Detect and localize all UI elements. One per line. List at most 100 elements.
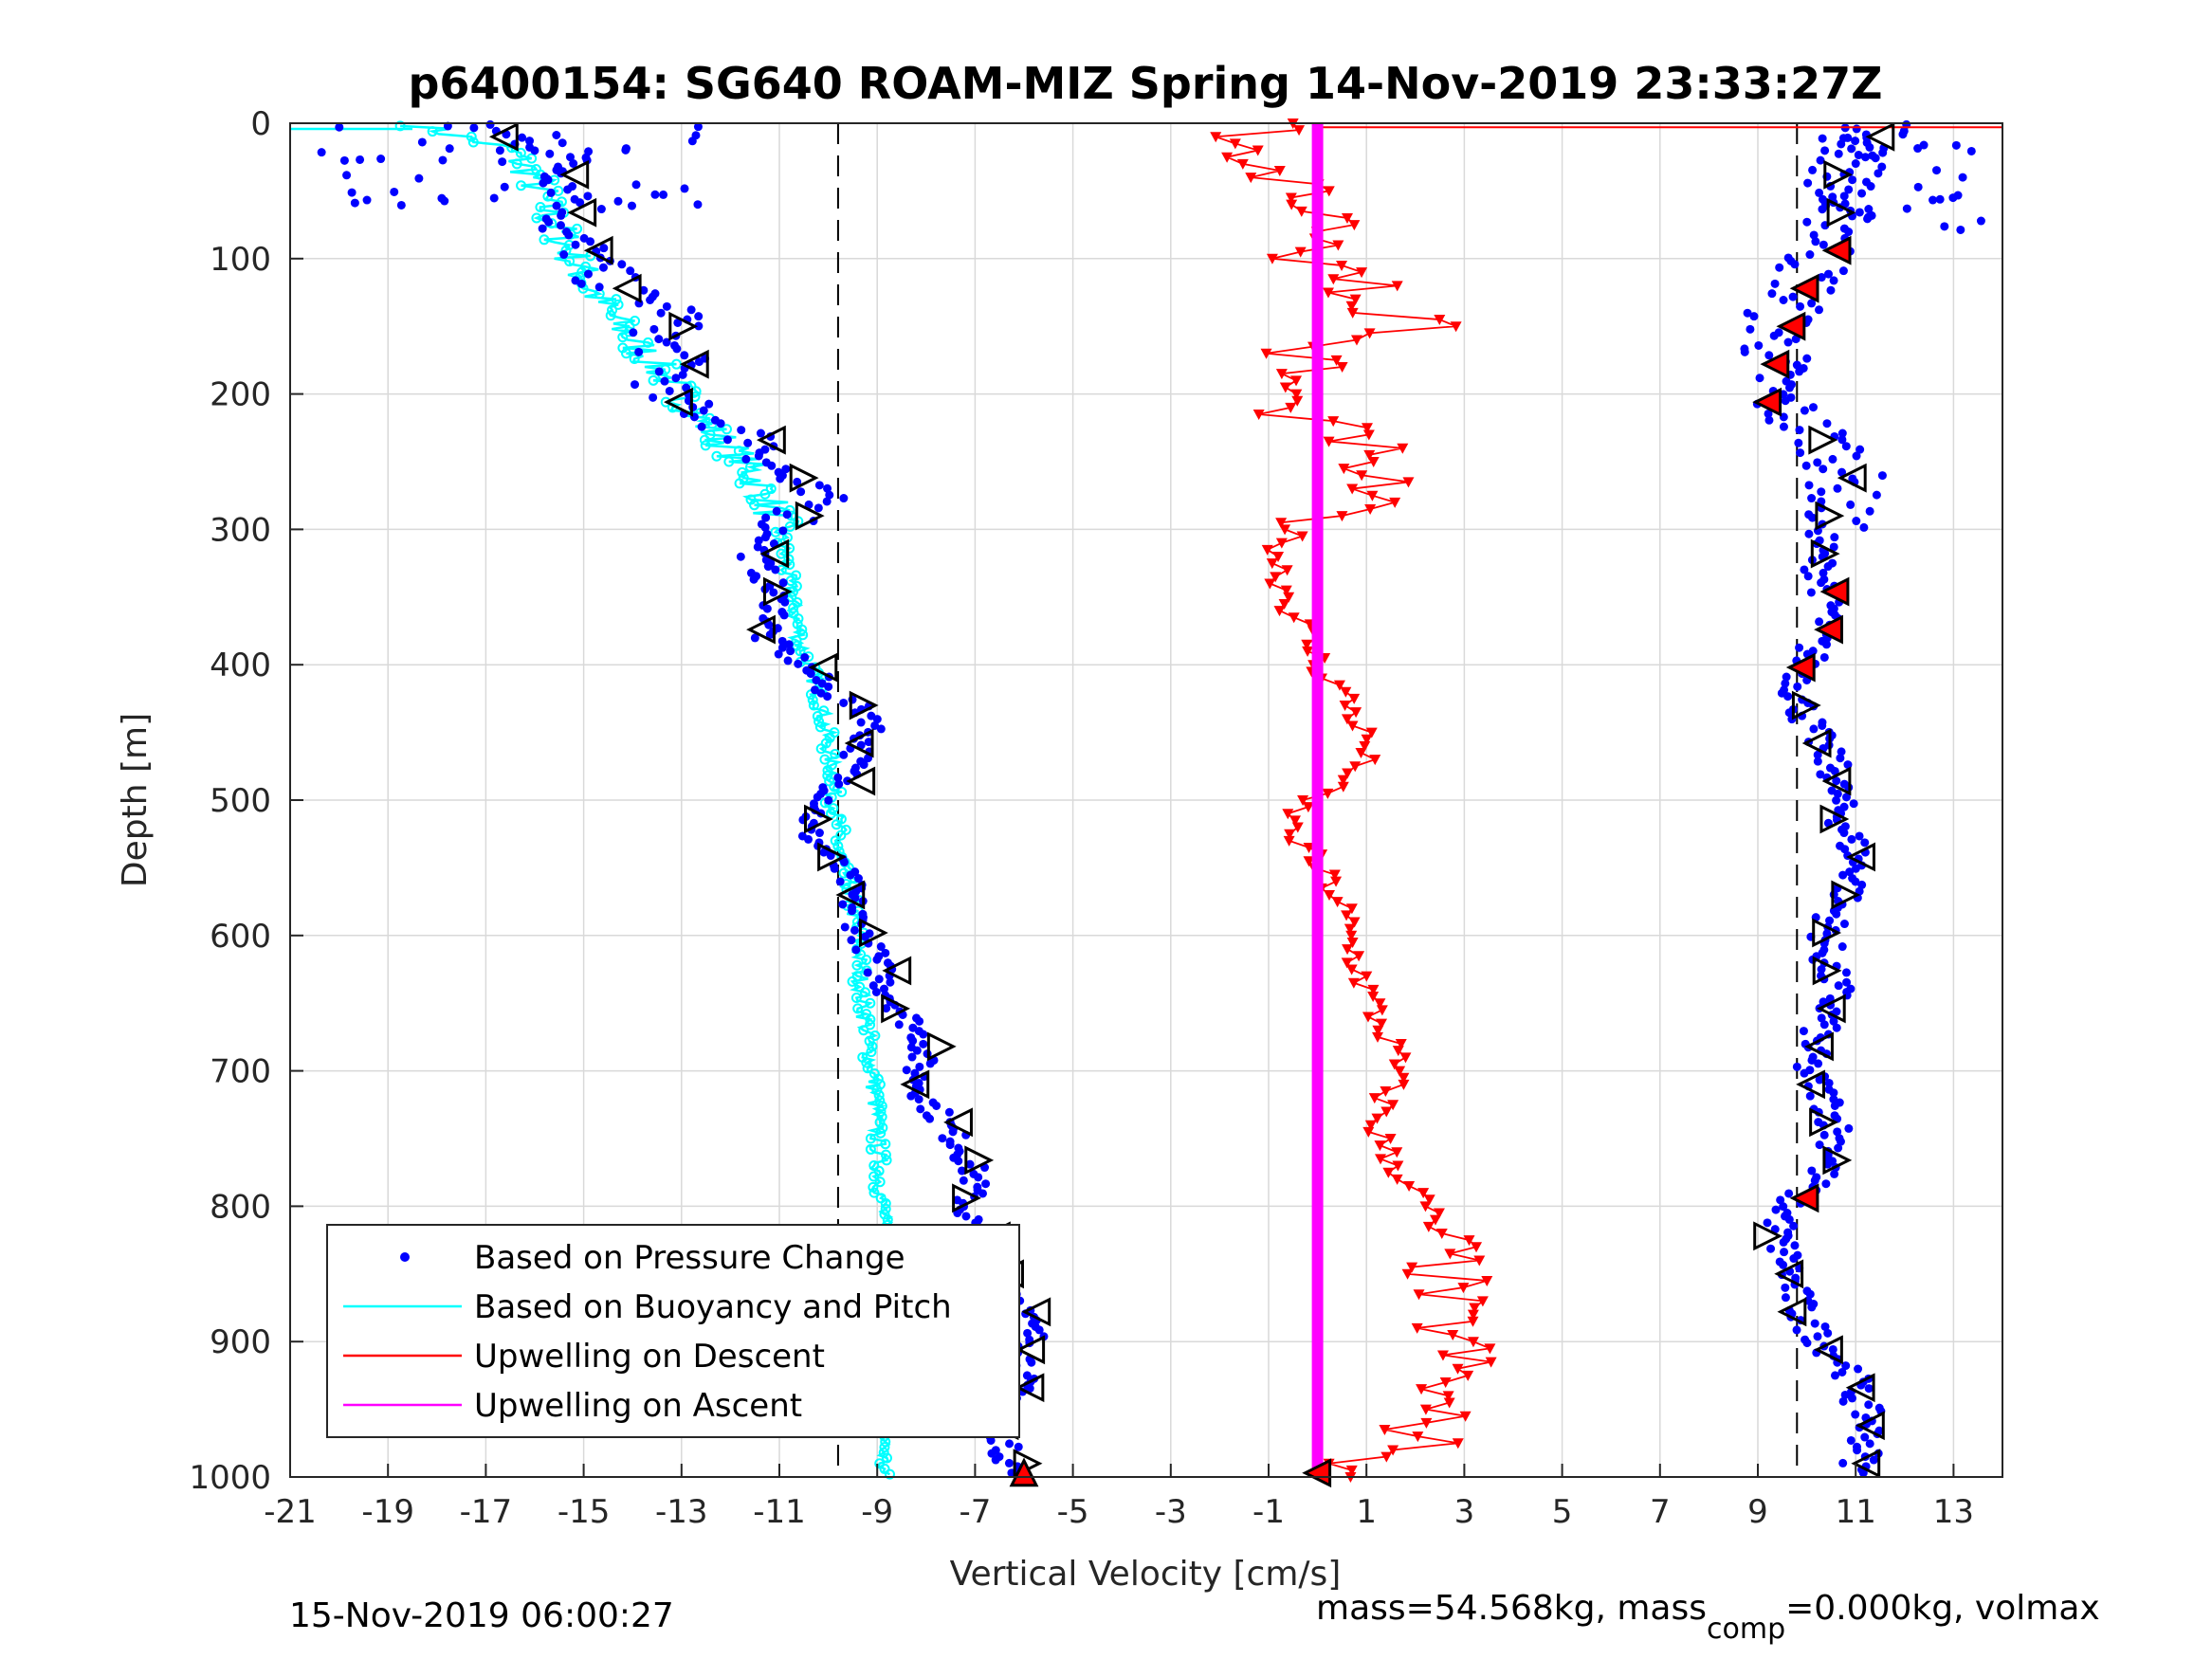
triangle-marker (952, 1183, 981, 1213)
y-tick-label: 500 (210, 782, 271, 820)
triangle-marker (1789, 1183, 1819, 1213)
upwelling-descent-marker (1347, 977, 1360, 989)
pressure-change-point (1781, 679, 1790, 688)
pressure-change-point (1805, 1091, 1815, 1101)
upwelling-descent-marker (1348, 220, 1361, 231)
pressure-change-point (538, 224, 547, 233)
buoyancy-pitch-point (572, 223, 583, 234)
buoyancy-pitch-point (721, 424, 732, 435)
pressure-change-point (1834, 1143, 1843, 1153)
upwelling-descent-marker (1331, 897, 1344, 908)
pressure-change-point (469, 123, 479, 133)
pressure-change-point (1813, 750, 1822, 759)
pressure-change-point (794, 659, 803, 668)
pressure-change-point (1956, 225, 1965, 234)
pressure-change-point (1803, 572, 1813, 581)
pressure-change-point (959, 1176, 968, 1185)
pressure-change-point (1755, 374, 1764, 383)
triangle-marker (1776, 311, 1806, 341)
pressure-change-point (1844, 1123, 1854, 1133)
pressure-change-point (1840, 845, 1850, 854)
buoyancy-pitch-point (784, 542, 795, 554)
pressure-change-point (566, 153, 576, 162)
upwelling-descent-marker (1336, 362, 1348, 374)
upwelling-descent-marker (1452, 1438, 1464, 1449)
triangle-marker (1808, 425, 1838, 455)
pressure-change-point (694, 357, 704, 367)
upwelling-descent-marker (1345, 930, 1358, 941)
upwelling-descent-marker (1282, 809, 1294, 820)
buoyancy-pitch-point (832, 841, 844, 852)
pressure-change-point (1871, 154, 1880, 163)
pressure-change-point (1822, 419, 1832, 428)
x-axis-label: Vertical Velocity [cm/s] (950, 1555, 1342, 1594)
pressure-change-point (1795, 426, 1804, 435)
upwelling-descent-marker (1371, 1031, 1383, 1043)
buoyancy-pitch-point (617, 332, 629, 343)
pressure-change-point (919, 1039, 928, 1048)
pressure-change-point (544, 217, 554, 227)
pressure-change-point (489, 193, 499, 203)
pressure-change-point (1843, 133, 1853, 142)
pressure-change-point (1799, 1027, 1808, 1036)
buoyancy-pitch-point (784, 521, 795, 533)
upwelling-descent-marker (1336, 260, 1348, 271)
pressure-change-point (912, 1046, 922, 1055)
triangle-marker (789, 463, 819, 493)
upwelling-descent-marker (1348, 917, 1361, 928)
pressure-change-point (1847, 144, 1856, 154)
pressure-change-point (1865, 1439, 1874, 1449)
pressure-change-point (974, 1173, 983, 1182)
upwelling-descent-marker (1346, 483, 1359, 495)
upwelling-descent-marker (1273, 165, 1286, 176)
x-tick-label: -13 (655, 1493, 708, 1531)
pressure-change-point (830, 864, 839, 873)
upwelling-descent-marker (1467, 1337, 1479, 1348)
buoyancy-pitch-point (880, 1198, 891, 1210)
pressure-change-point (1811, 237, 1820, 246)
upwelling-descent-marker (1290, 389, 1303, 400)
pressure-change-point (786, 647, 795, 656)
buoyancy-pitch-point (822, 765, 833, 776)
pressure-change-point (780, 597, 790, 607)
pressure-change-point (1857, 189, 1867, 198)
x-tick-label: -1 (1252, 1493, 1285, 1531)
pressure-change-point (1796, 448, 1805, 458)
pressure-change-point (916, 1104, 925, 1114)
x-tick-label: -9 (861, 1493, 893, 1531)
upwelling-descent-marker (1434, 315, 1446, 326)
pressure-change-point (1841, 793, 1851, 802)
upwelling-descent-marker (1302, 646, 1314, 657)
pressure-change-point (1837, 747, 1846, 757)
buoyancy-pitch-point (880, 1203, 891, 1214)
pressure-change-point (563, 185, 573, 194)
pressure-change-point (1958, 173, 1967, 182)
buoyancy-pitch-point (607, 304, 618, 316)
pressure-change-point (826, 851, 835, 861)
upwelling-descent-marker (1380, 1086, 1392, 1098)
upwelling-descent-marker (1367, 984, 1380, 995)
pressure-change-point (629, 328, 638, 337)
pressure-change-point (634, 347, 644, 356)
pressure-change-point (835, 877, 845, 886)
pressure-change-point (1864, 1384, 1874, 1394)
pressure-change-point (957, 1166, 966, 1176)
pressure-change-point (673, 318, 683, 327)
triangle-marker (1851, 1449, 1881, 1479)
pressure-change-point (813, 793, 822, 802)
pressure-change-point (1951, 140, 1961, 150)
upwelling-descent-marker (1266, 558, 1278, 570)
pressure-change-point (1781, 396, 1790, 406)
pressure-change-point (631, 180, 641, 190)
pressure-change-point (1788, 292, 1798, 301)
y-tick-label: 0 (250, 105, 271, 143)
y-tick-label: 200 (210, 376, 271, 414)
upwelling-descent-marker (1394, 1066, 1406, 1077)
upwelling-descent-marker (1346, 720, 1359, 732)
pressure-change-point (879, 984, 888, 994)
pressure-change-point (1841, 968, 1851, 977)
pressure-change-point (1841, 442, 1851, 451)
pressure-change-point (390, 187, 399, 196)
triangle-marker (1821, 766, 1852, 796)
upwelling-descent-marker (1279, 382, 1291, 393)
